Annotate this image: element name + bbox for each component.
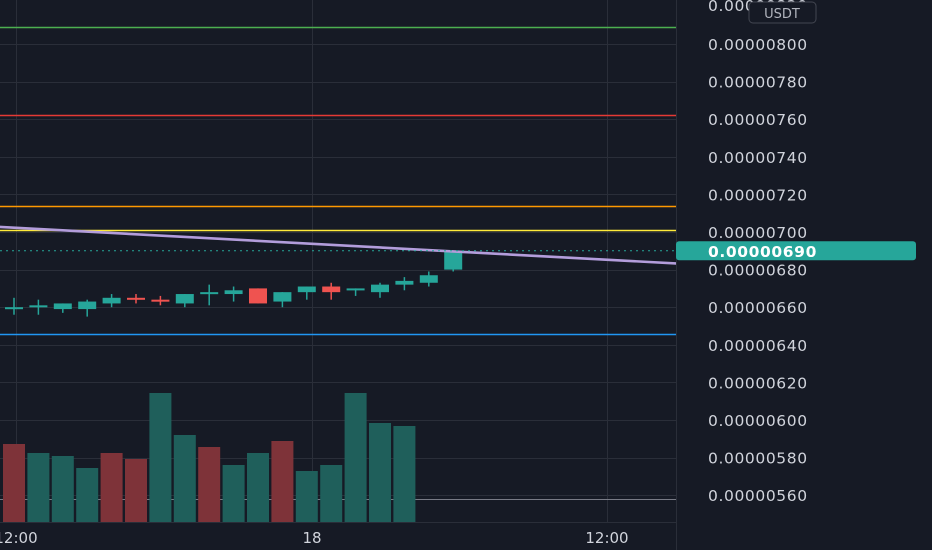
price-axis-label: 0.00000720 (708, 186, 808, 204)
volume-bar-6 (149, 393, 172, 522)
candle-body-12[interactable] (297, 286, 316, 293)
time-label-right: 12:00 (585, 529, 628, 547)
time-axis-panel[interactable] (0, 522, 676, 550)
candle-body-5[interactable] (127, 297, 145, 300)
price-axis-label: 0.00000560 (708, 487, 808, 505)
volume-bar-12 (295, 471, 318, 522)
price-axis-label: 0.00000580 (708, 450, 808, 468)
price-axis-label: 0.00000680 (708, 262, 808, 280)
volume-bar-14 (344, 393, 367, 522)
volume-bar-13 (320, 465, 343, 522)
time-label-left: 12:00 (0, 529, 38, 547)
currency-badge[interactable]: USDT (748, 1, 817, 24)
volume-bar-16 (393, 426, 416, 522)
time-label-18: 18 (302, 529, 321, 547)
candle-body-14[interactable] (346, 288, 365, 291)
volume-bar-1 (27, 453, 50, 522)
volume-bar-3 (76, 468, 99, 522)
price-axis-label: 0.00000760 (708, 111, 808, 129)
price-axis-label: 0.00000620 (708, 374, 808, 392)
price-axis-label: 0.00000660 (708, 299, 808, 317)
price-axis-labels: 0.00000800 0.00000780 0.00000760 0.00000740… (708, 36, 808, 505)
current-price-tag-label: 0.00000690 (708, 243, 817, 261)
currency-badge-label: USDT (764, 7, 800, 22)
candle-body-7[interactable] (175, 294, 194, 304)
trendline[interactable] (0, 225, 687, 266)
candle-body-9[interactable] (224, 290, 243, 295)
volume-bar-2 (51, 456, 74, 522)
volume-bar-5 (125, 459, 147, 522)
candle-body-15[interactable] (371, 284, 389, 293)
volume-bars (3, 393, 416, 522)
chart-grid (0, 0, 676, 522)
volume-bar-4 (100, 453, 123, 522)
price-axis-label: 0.00000800 (708, 36, 808, 54)
candle-body-18[interactable] (444, 250, 463, 270)
price-axis-panel[interactable] (676, 0, 932, 522)
candle-body-11[interactable] (273, 292, 292, 302)
time-axis-labels: 12:00 18 12:00 (0, 529, 629, 547)
volume-bar-15 (369, 423, 391, 522)
candle-body-1[interactable] (29, 305, 48, 308)
price-axis-label: 0.00000700 (708, 224, 808, 242)
volume-bar-8 (198, 447, 221, 522)
candle-body-8[interactable] (200, 292, 219, 295)
candle-body-13[interactable] (322, 286, 341, 293)
trendline-group[interactable] (0, 225, 687, 266)
candlesticks[interactable] (5, 250, 463, 317)
current-price-tag: 0.00000690 (676, 241, 916, 261)
candle-body-3[interactable] (78, 301, 97, 310)
candle-body-17[interactable] (419, 275, 438, 283)
candle-body-2[interactable] (53, 303, 72, 310)
currency-badge-frame (748, 1, 817, 24)
price-axis-label: 0.00000740 (708, 149, 808, 167)
current-price-tag-background (676, 241, 916, 261)
price-axis-label: 0.00000640 (708, 337, 808, 355)
candle-body-10[interactable] (249, 288, 267, 304)
price-axis-label: 0.00000780 (708, 74, 808, 92)
volume-bar-9 (222, 465, 245, 522)
volume-bar-0 (3, 444, 25, 522)
candle-body-4[interactable] (102, 297, 121, 304)
volume-bar-7 (173, 435, 196, 522)
candle-body-0[interactable] (5, 307, 23, 310)
volume-bar-10 (247, 453, 269, 522)
volume-bar-11 (271, 441, 294, 522)
price-axis-label: 0.00000600 (708, 412, 808, 430)
candle-body-6[interactable] (151, 299, 170, 302)
candle-body-16[interactable] (395, 280, 414, 285)
